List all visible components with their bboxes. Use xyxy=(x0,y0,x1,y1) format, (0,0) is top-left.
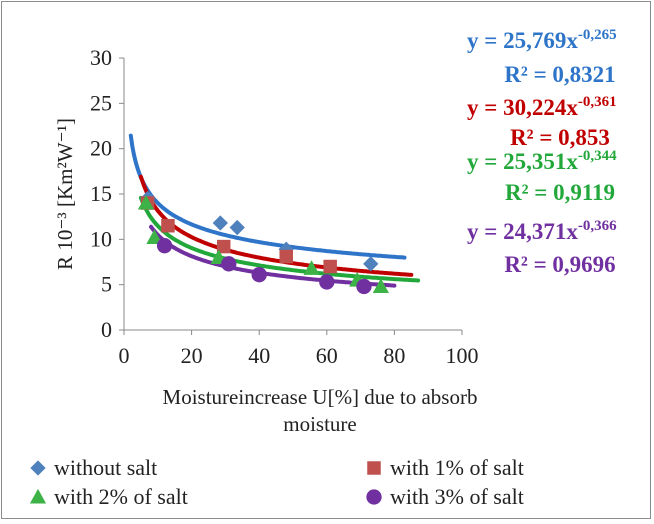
data-point xyxy=(303,260,320,275)
data-point xyxy=(323,259,337,274)
data-point xyxy=(229,219,245,236)
r-squared-label: R² = 0,9119 xyxy=(505,180,615,205)
trendline xyxy=(138,195,421,283)
trend-equation: y = 24,371x-0,366 xyxy=(467,218,617,244)
trend-equation: y = 25,351x-0,344 xyxy=(467,148,617,174)
legend-marker xyxy=(30,460,46,476)
y-tick-label: 15 xyxy=(90,181,112,206)
data-point xyxy=(319,274,335,290)
y-tick-label: 25 xyxy=(90,90,112,115)
data-point xyxy=(279,249,293,264)
data-point xyxy=(216,239,231,254)
legend-marker xyxy=(366,489,382,505)
data-point xyxy=(356,278,372,295)
r-squared-label: R² = 0,853 xyxy=(510,125,610,150)
r-squared-label: R² = 0,9696 xyxy=(504,252,615,277)
x-tick-label: 100 xyxy=(446,343,479,368)
data-point xyxy=(363,256,379,272)
data-point xyxy=(251,267,267,283)
y-tick-label: 0 xyxy=(101,317,112,342)
data-point xyxy=(146,229,163,244)
legend-item: without salt xyxy=(30,455,157,480)
legend-label: with 3% of salt xyxy=(390,484,524,509)
x-tick-label: 60 xyxy=(316,343,338,368)
x-tick-label: 0 xyxy=(119,343,130,368)
y-tick-label: 5 xyxy=(101,272,112,297)
y-tick-label: 10 xyxy=(90,226,112,251)
trend-equation: y = 25,769x-0,265 xyxy=(467,27,617,53)
legend-item: with 3% of salt xyxy=(366,484,524,509)
y-tick-label: 30 xyxy=(90,45,112,70)
x-axis-title: Moistureincrease U[%] due to absorb xyxy=(163,385,478,409)
trendline xyxy=(128,133,407,260)
x-tick-label: 40 xyxy=(248,343,270,368)
x-axis-title: moisture xyxy=(283,412,357,436)
legend-marker xyxy=(367,461,381,475)
data-point xyxy=(137,194,155,210)
trend-equation: y = 30,224x-0,361 xyxy=(467,94,617,120)
y-axis-title: R 10⁻³ [Km²W⁻¹] xyxy=(53,118,77,270)
x-tick-label: 80 xyxy=(383,343,405,368)
legend-item: with 2% of salt xyxy=(29,484,188,509)
legend-marker xyxy=(29,488,47,504)
y-tick-label: 20 xyxy=(90,136,112,161)
trendline xyxy=(138,174,414,277)
data-point xyxy=(212,215,228,231)
data-point xyxy=(372,278,389,293)
legend-item: with 1% of salt xyxy=(367,455,524,480)
data-point xyxy=(156,238,173,254)
legend-label: with 2% of salt xyxy=(54,484,188,509)
r-squared-label: R² = 0,8321 xyxy=(504,62,615,87)
legend-label: without salt xyxy=(54,455,157,480)
x-tick-label: 20 xyxy=(181,343,203,368)
data-point xyxy=(161,218,175,233)
data-point xyxy=(221,256,237,272)
legend-label: with 1% of salt xyxy=(390,455,524,480)
